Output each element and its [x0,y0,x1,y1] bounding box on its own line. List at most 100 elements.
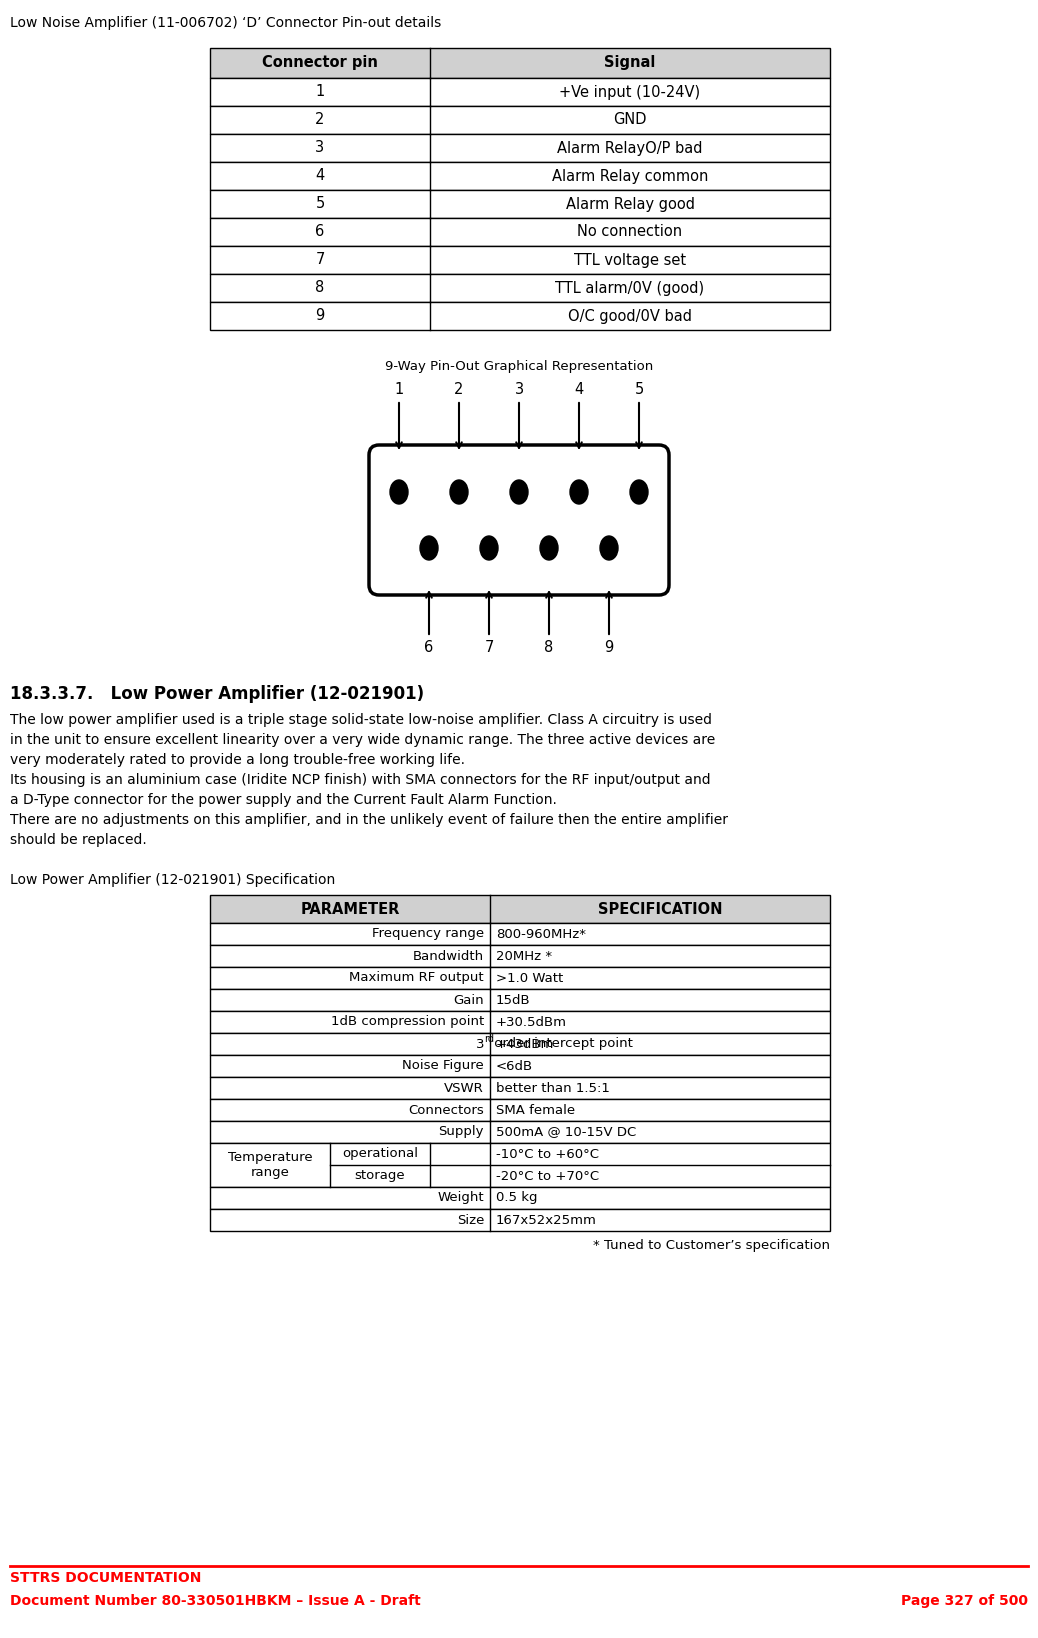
Text: <6dB: <6dB [496,1060,534,1073]
Text: The low power amplifier used is a triple stage solid-state low-noise amplifier. : The low power amplifier used is a triple… [10,713,712,727]
Text: 8: 8 [316,280,325,295]
Ellipse shape [390,480,408,505]
Text: 5: 5 [316,197,325,211]
FancyBboxPatch shape [368,446,670,595]
Text: Its housing is an aluminium case (Iridite NCP finish) with SMA connectors for th: Its housing is an aluminium case (Iridit… [10,773,711,786]
Text: STTRS DOCUMENTATION: STTRS DOCUMENTATION [10,1571,201,1586]
Text: GND: GND [613,113,647,128]
Text: O/C good/0V bad: O/C good/0V bad [568,308,692,323]
Ellipse shape [420,536,438,560]
Text: TTL voltage set: TTL voltage set [574,252,686,267]
FancyBboxPatch shape [210,162,830,190]
FancyBboxPatch shape [210,1078,830,1099]
Text: should be replaced.: should be replaced. [10,834,146,847]
Text: 500mA @ 10-15V DC: 500mA @ 10-15V DC [496,1125,636,1138]
FancyBboxPatch shape [210,922,830,945]
Text: 3: 3 [316,141,325,156]
Text: Size: Size [457,1214,484,1227]
Text: Page 327 of 500: Page 327 of 500 [901,1594,1028,1609]
Text: 7: 7 [485,640,494,655]
Text: Low Power Amplifier (12-021901) Specification: Low Power Amplifier (12-021901) Specific… [10,873,335,888]
FancyBboxPatch shape [210,301,830,329]
Text: operational: operational [342,1148,418,1160]
Text: a D-Type connector for the power supply and the Current Fault Alarm Function.: a D-Type connector for the power supply … [10,793,556,808]
Text: 6: 6 [316,224,325,239]
Text: 1: 1 [394,382,404,396]
FancyBboxPatch shape [210,218,830,246]
FancyBboxPatch shape [210,79,830,106]
Text: Supply: Supply [438,1125,484,1138]
Text: SMA female: SMA female [496,1104,575,1117]
Text: Alarm Relay good: Alarm Relay good [566,197,694,211]
Text: 18.3.3.7.   Low Power Amplifier (12-021901): 18.3.3.7. Low Power Amplifier (12-021901… [10,685,425,703]
Text: Alarm Relay common: Alarm Relay common [552,169,708,183]
Text: 9: 9 [604,640,613,655]
FancyBboxPatch shape [210,134,830,162]
Text: 20MHz *: 20MHz * [496,950,552,963]
Text: 167x52x25mm: 167x52x25mm [496,1214,597,1227]
FancyBboxPatch shape [210,1034,830,1055]
Text: Temperature
range: Temperature range [227,1152,312,1179]
Text: Connectors: Connectors [408,1104,484,1117]
FancyBboxPatch shape [210,1120,830,1143]
Ellipse shape [570,480,588,505]
Text: in the unit to ensure excellent linearity over a very wide dynamic range. The th: in the unit to ensure excellent linearit… [10,732,715,747]
Text: -20°C to +70°C: -20°C to +70°C [496,1170,599,1183]
Text: better than 1.5:1: better than 1.5:1 [496,1081,610,1094]
Text: 15dB: 15dB [496,994,530,1006]
Text: 0.5 kg: 0.5 kg [496,1191,538,1204]
FancyBboxPatch shape [210,274,830,301]
Text: 2: 2 [316,113,325,128]
Text: 4: 4 [574,382,583,396]
FancyBboxPatch shape [210,48,830,79]
Text: order intercept point: order intercept point [490,1037,633,1050]
Text: Noise Figure: Noise Figure [403,1060,484,1073]
Text: very moderately rated to provide a long trouble-free working life.: very moderately rated to provide a long … [10,753,465,767]
Text: rd: rd [484,1034,494,1043]
FancyBboxPatch shape [210,190,830,218]
Text: Bandwidth: Bandwidth [413,950,484,963]
Text: 6: 6 [425,640,434,655]
Text: Low Noise Amplifier (11-006702) ‘D’ Connector Pin-out details: Low Noise Amplifier (11-006702) ‘D’ Conn… [10,16,441,29]
FancyBboxPatch shape [210,989,830,1011]
Text: SPECIFICATION: SPECIFICATION [598,901,722,917]
Text: >1.0 Watt: >1.0 Watt [496,971,564,984]
FancyBboxPatch shape [210,1099,830,1120]
Text: Gain: Gain [454,994,484,1006]
Text: VSWR: VSWR [444,1081,484,1094]
Text: Weight: Weight [437,1191,484,1204]
Text: 800-960MHz*: 800-960MHz* [496,927,586,940]
Ellipse shape [630,480,648,505]
Text: 3: 3 [515,382,523,396]
Text: There are no adjustments on this amplifier, and in the unlikely event of failure: There are no adjustments on this amplifi… [10,812,728,827]
Text: PARAMETER: PARAMETER [300,901,400,917]
FancyBboxPatch shape [210,246,830,274]
FancyBboxPatch shape [210,1188,830,1209]
Text: Signal: Signal [604,56,656,70]
FancyBboxPatch shape [210,1143,830,1188]
Text: 5: 5 [634,382,644,396]
Text: 8: 8 [544,640,553,655]
FancyBboxPatch shape [210,945,830,966]
Text: -10°C to +60°C: -10°C to +60°C [496,1148,599,1160]
FancyBboxPatch shape [210,966,830,989]
FancyBboxPatch shape [210,1209,830,1232]
Text: Connector pin: Connector pin [262,56,378,70]
Text: 1: 1 [316,85,325,100]
Text: +Ve input (10-24V): +Ve input (10-24V) [559,85,701,100]
Text: storage: storage [355,1170,405,1183]
Text: 4: 4 [316,169,325,183]
Text: 7: 7 [316,252,325,267]
Text: Document Number 80-330501HBKM – Issue A - Draft: Document Number 80-330501HBKM – Issue A … [10,1594,420,1609]
Ellipse shape [600,536,618,560]
Text: 2: 2 [455,382,464,396]
FancyBboxPatch shape [210,1055,830,1078]
FancyBboxPatch shape [210,1011,830,1034]
Text: TTL alarm/0V (good): TTL alarm/0V (good) [555,280,705,295]
Text: +43dBm: +43dBm [496,1037,554,1050]
Text: * Tuned to Customer’s specification: * Tuned to Customer’s specification [593,1238,830,1251]
Text: No connection: No connection [577,224,683,239]
Ellipse shape [510,480,528,505]
Text: 1dB compression point: 1dB compression point [331,1016,484,1029]
Ellipse shape [540,536,558,560]
